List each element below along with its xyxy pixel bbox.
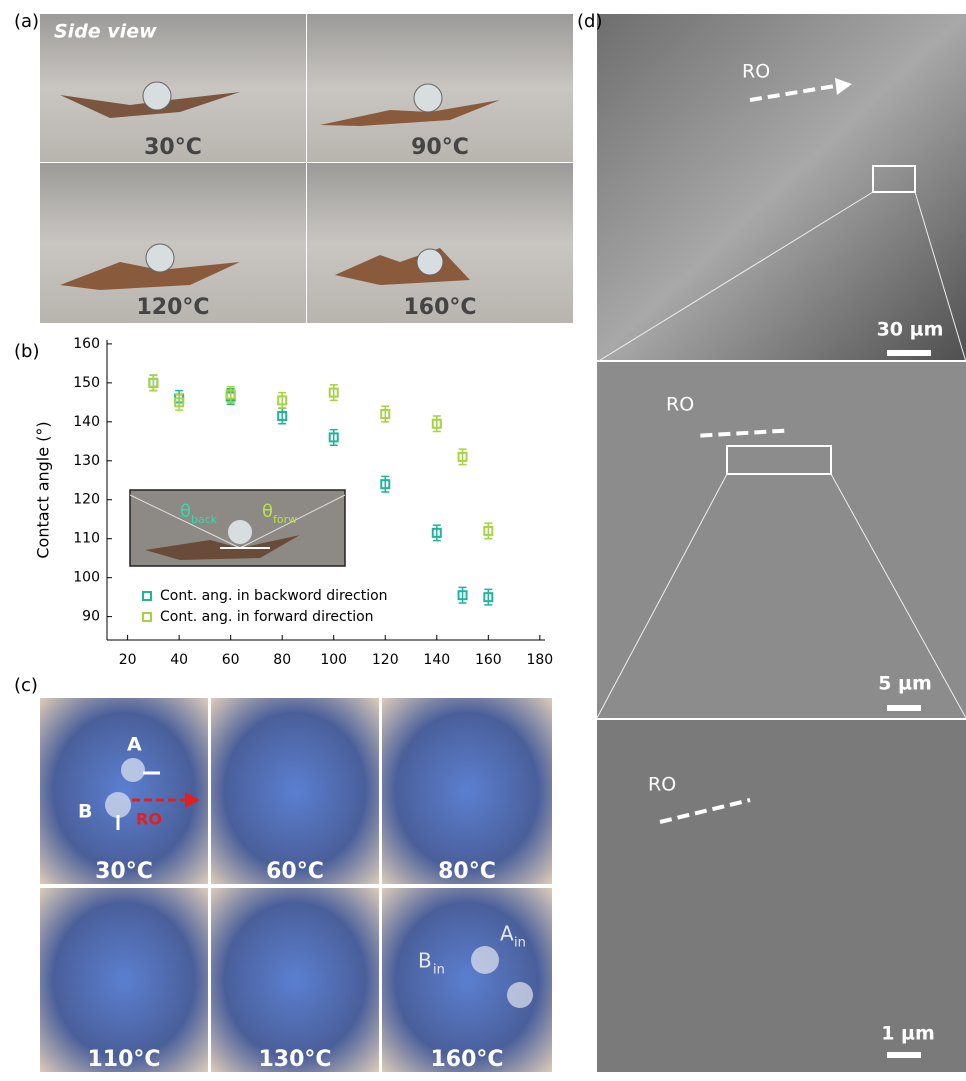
top-view-photos [40, 698, 552, 1072]
scale-bar-label: 5 µm [878, 673, 932, 695]
marker [431, 527, 442, 538]
inset-symbol: θ [262, 501, 273, 522]
y-tick-label: 140 [73, 414, 100, 430]
drop-label: A [127, 734, 142, 756]
error-bar [381, 405, 390, 423]
y-tick-label: 110 [73, 531, 100, 547]
temperature-label: 130°C [258, 1047, 331, 1072]
x-tick-label: 180 [526, 652, 553, 668]
legend-label: Cont. ang. in backword direction [160, 588, 388, 604]
panel-label: (b) [14, 341, 39, 362]
drop-label: A [500, 922, 514, 946]
error-bar [329, 384, 338, 402]
temperature-label: 80°C [438, 859, 496, 884]
error-bar [484, 588, 493, 606]
x-tick-label: 120 [372, 652, 399, 668]
marker [277, 410, 288, 421]
error-bar [432, 415, 441, 433]
marker [174, 397, 185, 408]
drop-label: B [418, 949, 432, 973]
y-tick-label: 130 [73, 453, 100, 469]
marker [148, 377, 159, 388]
marker [483, 592, 494, 603]
marker [380, 479, 391, 490]
direction-label: RO [666, 394, 694, 416]
temperature-label: 110°C [87, 1047, 160, 1072]
side-view-photos [40, 14, 573, 323]
error-bar [149, 374, 158, 392]
error-bar [381, 475, 390, 493]
marker [431, 418, 442, 429]
y-axis-label: Contact angle (°) [34, 421, 53, 558]
marker [277, 395, 288, 406]
inset-symbol: θ [180, 501, 191, 522]
scale-bar-label: 1 µm [881, 1023, 935, 1045]
y-tick-label: 120 [73, 492, 100, 508]
drop-label: B [78, 801, 92, 823]
inset-subscript: forw [273, 513, 297, 526]
error-bar [484, 522, 493, 540]
temperature-label: 30°C [95, 859, 153, 884]
direction-label: RO [742, 61, 770, 83]
legend-label: Cont. ang. in forward direction [160, 609, 374, 625]
legend-marker [142, 612, 152, 622]
sem-images [596, 14, 966, 1072]
marker [328, 387, 339, 398]
panel-label: (a) [14, 11, 39, 32]
marker [483, 525, 494, 536]
panel-label: (d) [577, 11, 602, 32]
marker [225, 389, 236, 400]
x-tick-label: 60 [222, 652, 240, 668]
marker [328, 432, 339, 443]
direction-label: RO [136, 810, 162, 829]
error-bar [278, 391, 287, 409]
x-tick-label: 160 [475, 652, 502, 668]
temperature-label: 60°C [266, 859, 324, 884]
scale-bar-label: 30 µm [877, 319, 944, 341]
temperature-label: 30°C [144, 135, 202, 160]
error-bar [175, 393, 184, 411]
temperature-label: 160°C [403, 295, 476, 320]
x-tick-label: 20 [119, 652, 137, 668]
direction-label: RO [648, 774, 676, 796]
subscript: in [433, 963, 445, 978]
caption: Side view [54, 21, 157, 43]
y-tick-label: 150 [73, 375, 100, 391]
error-bar [278, 407, 287, 425]
x-tick-label: 40 [170, 652, 188, 668]
x-tick-label: 140 [423, 652, 450, 668]
y-tick-label: 90 [82, 609, 100, 625]
temperature-label: 90°C [411, 135, 469, 160]
inset-photo [129, 489, 346, 567]
error-bar [458, 586, 467, 604]
x-tick-label: 80 [273, 652, 291, 668]
panel-label: (c) [14, 675, 38, 696]
subscript: in [514, 936, 526, 951]
temperature-label: 120°C [136, 295, 209, 320]
y-tick-label: 160 [73, 336, 100, 352]
marker [457, 451, 468, 462]
error-bar [329, 428, 338, 446]
error-bar [432, 524, 441, 542]
marker [380, 409, 391, 420]
marker [457, 590, 468, 601]
error-bar [458, 448, 467, 466]
error-bar [226, 386, 235, 404]
y-tick-label: 100 [73, 570, 100, 586]
x-tick-label: 100 [320, 652, 347, 668]
temperature-label: 160°C [430, 1047, 503, 1072]
legend-marker [142, 591, 152, 601]
inset-subscript: back [191, 513, 218, 526]
